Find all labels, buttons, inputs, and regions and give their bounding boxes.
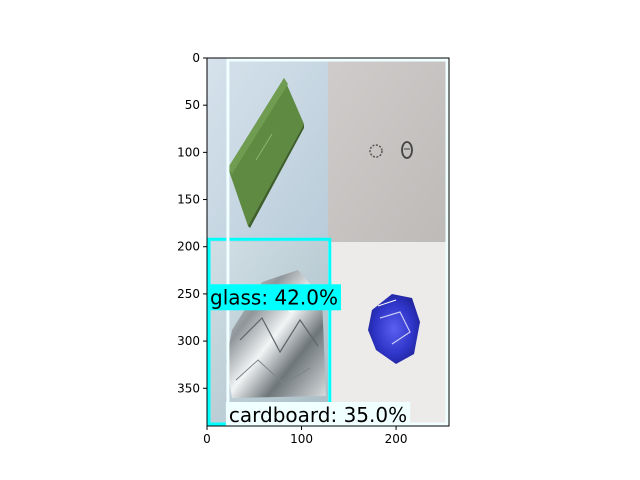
detection-labels: glass: 42.0% cardboard: 35.0%: [207, 284, 411, 428]
x-axis: 0 100 200: [203, 426, 408, 446]
stamp-mark-right: [401, 141, 413, 159]
x-tick-label: 0: [203, 432, 211, 446]
green-sheet: [228, 78, 304, 226]
blue-can-tile: [328, 242, 449, 426]
y-tick-label: 0: [192, 51, 200, 65]
detection-label-background-0: [207, 284, 341, 311]
waste-photo-mosaic: [207, 58, 449, 426]
crushed-can: [368, 294, 420, 364]
detection-label-background-1: [225, 402, 411, 428]
y-tick-label: 150: [177, 193, 200, 207]
y-tick-label: 350: [177, 381, 200, 395]
axes-frame: [206, 57, 450, 427]
aluminium-foil-tile: [207, 242, 328, 426]
y-axis: 0 50 100 150 200 250 300 350: [177, 51, 207, 395]
x-tick-label: 200: [385, 432, 408, 446]
y-tick-label: 300: [177, 334, 200, 348]
y-tick-label: 200: [177, 240, 200, 254]
x-tick-label: 100: [290, 432, 313, 446]
paper-with-stamps-tile: [328, 58, 449, 242]
y-tick-label: 250: [177, 287, 200, 301]
detection-label-0: glass: 42.0%: [210, 285, 338, 309]
y-tick-label: 50: [185, 98, 200, 112]
y-tick-label: 100: [177, 145, 200, 159]
detection-label-1: cardboard: 35.0%: [229, 403, 407, 427]
stamp-mark-left: [369, 144, 383, 158]
green-plastic-sheet-tile: [207, 58, 328, 242]
